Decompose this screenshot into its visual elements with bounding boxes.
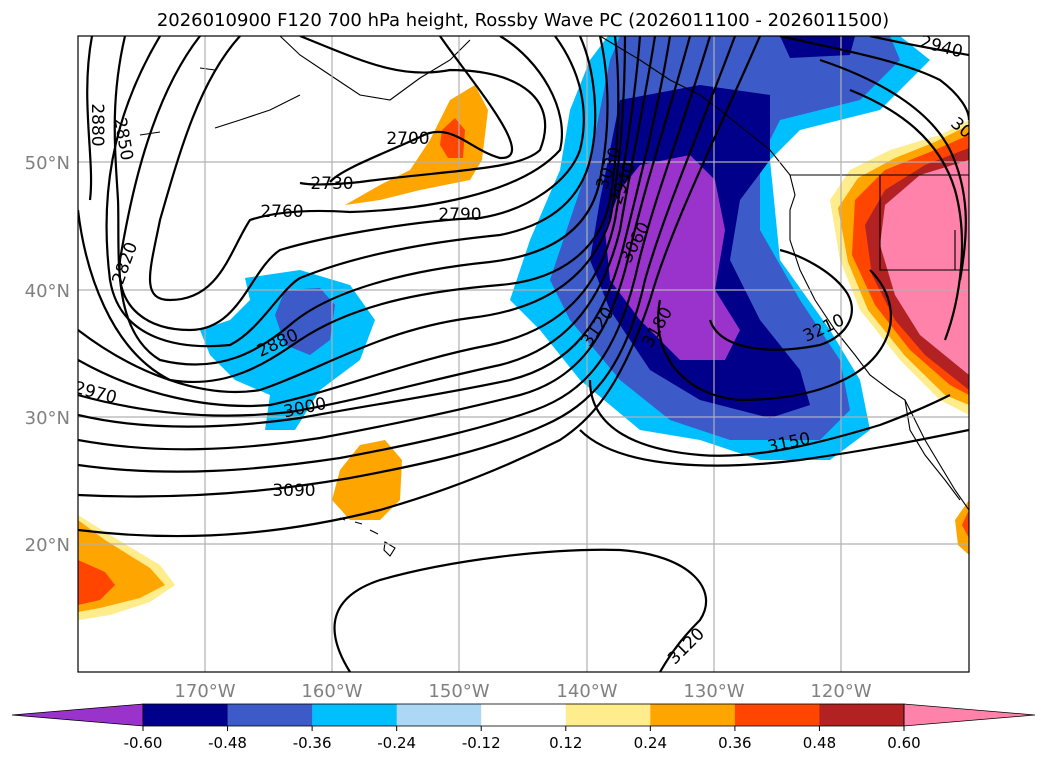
coastlines [139, 36, 969, 557]
colorbar-frame [142, 703, 905, 727]
pos-region-baja-core [962, 510, 969, 538]
contour-3000 [78, 36, 672, 428]
colorbar-tick-label: 0.12 [549, 734, 582, 752]
contour-2790 [118, 36, 585, 332]
colorbar-tick-label: -0.60 [124, 734, 163, 752]
contour-2880 [78, 36, 620, 384]
lon-label: 170°W [174, 681, 235, 702]
lon-label: 130°W [683, 681, 744, 702]
lat-label: 30°N [25, 408, 70, 429]
anomaly-fills [78, 36, 969, 620]
pos-region-west-pacific-core [78, 560, 115, 605]
colorbar-segment [734, 704, 820, 726]
colorbar-tick-label: 0.60 [887, 734, 920, 752]
pos-region-gulf-alaska [345, 85, 488, 205]
colorbar-segment [227, 704, 313, 726]
lon-label: 140°W [556, 681, 617, 702]
contour-2820 [105, 36, 597, 348]
contour-3060 [78, 36, 712, 473]
map-area: 2880 2850 2700 2730 2760 2790 2820 2880 … [78, 36, 969, 672]
contour-3210 [708, 248, 853, 351]
contour-3120-south [333, 548, 708, 672]
lat-label: 40°N [25, 281, 70, 302]
map-title: 2026010900 F120 700 hPa height, Rossby W… [157, 10, 889, 31]
contour-label: 2790 [438, 205, 481, 225]
contour-label: 2700 [386, 129, 429, 149]
contour-ridge-east [819, 58, 967, 281]
contour-2700 [329, 36, 514, 183]
colorbar-tick-label: -0.24 [377, 734, 416, 752]
colorbar-segment [396, 704, 482, 726]
colorbar-tick-label: -0.36 [293, 734, 332, 752]
colorbar-tick-label: -0.12 [462, 734, 501, 752]
lon-label: 160°W [301, 681, 362, 702]
latitude-labels: 50°N 40°N 30°N 20°N [25, 153, 70, 556]
pos-region-hawaii [332, 440, 402, 520]
contour-label: 3090 [272, 481, 315, 501]
colorbar-segment [565, 704, 651, 726]
colorbar-extend-low [11, 703, 144, 727]
us-border-lines [790, 174, 969, 271]
contour-ridge-inner [849, 88, 964, 341]
contour-3090 [78, 36, 737, 498]
contour-3180 [657, 269, 892, 402]
colorbar: -0.60 -0.48 -0.36 -0.24 -0.12 0.12 0.24 0.36 0.4… [11, 703, 1036, 752]
gridlines [78, 36, 969, 672]
contour-3030 [78, 36, 692, 451]
colorbar-segment [481, 704, 567, 726]
lon-label: 120°W [810, 681, 871, 702]
colorbar-tick-label: 0.48 [803, 734, 836, 752]
map-frame [77, 35, 970, 673]
longitude-labels: 170°W 160°W 150°W 140°W 130°W 120°W [174, 681, 871, 702]
contour-2970 [78, 36, 657, 417]
pos-region-baja [955, 500, 969, 555]
colorbar-segment [650, 704, 736, 726]
contour-3150 [588, 379, 951, 457]
contour-2910 [78, 36, 627, 394]
contour-2850 [113, 36, 609, 366]
contour-2760 [149, 36, 563, 302]
baja-coast [904, 399, 961, 501]
lat-label: 50°N [25, 153, 70, 174]
height-contours [78, 36, 969, 672]
colorbar-tick-label: 0.24 [634, 734, 667, 752]
contour-2730 [299, 36, 547, 186]
colorbar-segment [819, 704, 905, 726]
colorbar-tick-label: 0.36 [718, 734, 751, 752]
contour-label: 2880 [87, 103, 107, 146]
contour-ridge-ne [779, 36, 969, 121]
contour-label: 2730 [310, 174, 353, 194]
contour-label: 2760 [260, 202, 303, 222]
lon-label: 150°W [428, 681, 489, 702]
colorbar-segment [143, 704, 229, 726]
contour-3120-trough [579, 428, 969, 467]
contour-2940-ne [869, 36, 969, 57]
contour-2940 [78, 36, 642, 408]
colorbar-tick-label: -0.48 [208, 734, 247, 752]
lat-label: 20°N [25, 535, 70, 556]
colorbar-segment [312, 704, 398, 726]
contour-2880-left [86, 36, 94, 201]
pos-region-west-us-pink [880, 160, 969, 375]
neg-region-purple [605, 155, 740, 360]
contour-3120-outer [78, 36, 762, 538]
north-america-coast [599, 36, 969, 511]
alaska-coast [139, 36, 471, 136]
colorbar-extend-high [903, 703, 1036, 727]
